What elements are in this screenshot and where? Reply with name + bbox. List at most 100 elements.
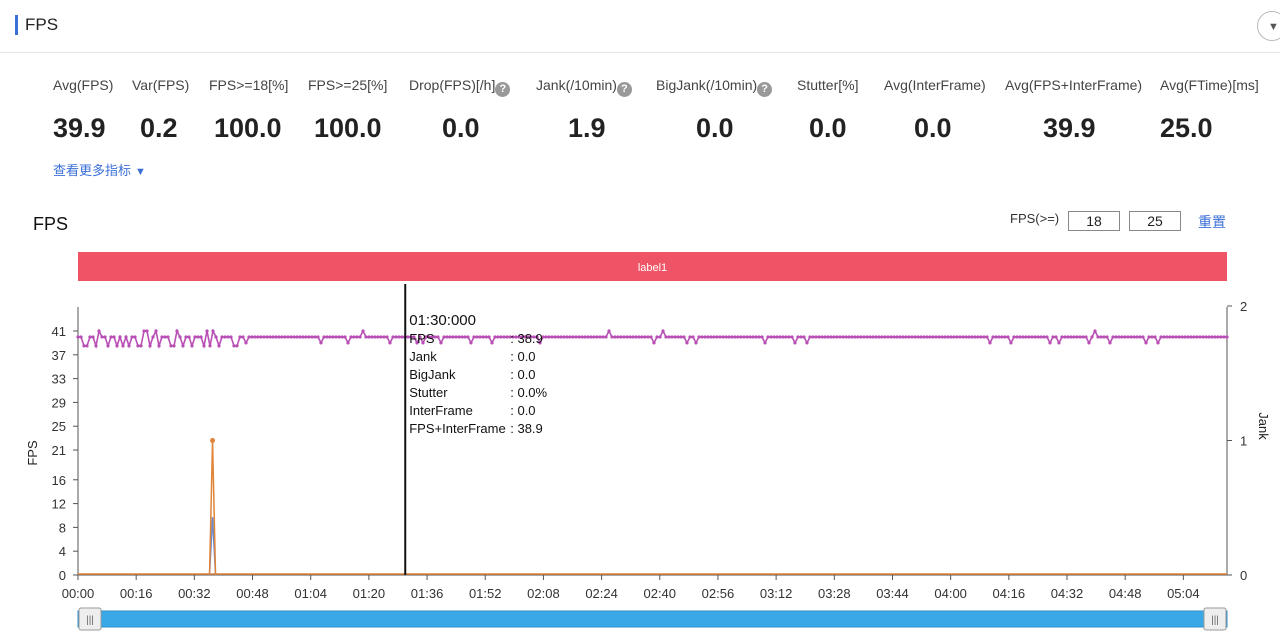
zoom-handle-left[interactable] [78,607,102,631]
fps-point [1141,335,1145,339]
fps-point [229,335,233,339]
fps-point [736,335,740,339]
fps-threshold-high-input[interactable]: 25 [1129,211,1181,231]
help-icon[interactable]: ? [616,82,632,97]
metric-label: Stutter[%] [797,70,858,100]
tooltip-value: : 0.0 [510,403,535,418]
fps-point [187,335,191,339]
metric-value: 39.9 [53,113,106,143]
fps-point [460,335,464,339]
fps-point [1123,335,1127,339]
fps-point [670,335,674,339]
fps-point [934,335,938,339]
fps-point [478,335,482,339]
grip-icon: ||| [86,615,94,626]
fps-point [946,335,950,339]
label-band-text: label1 [638,262,667,274]
fps-point [1018,335,1022,339]
fps-point [778,335,782,339]
fps-point [325,335,329,339]
fps-point [151,335,155,339]
fps-point [523,335,527,339]
fps-point [529,335,533,339]
fps-point [619,335,623,339]
fps-point [1048,341,1052,345]
x-tick-label: 01:20 [353,586,386,601]
fps-point [634,335,638,339]
fps-point [439,341,443,345]
fps-point [775,335,779,339]
fps-point [352,335,356,339]
fps-point [577,335,581,339]
help-icon[interactable]: ? [757,82,773,97]
fps-point [1171,335,1175,339]
metric-4: Drop(FPS)[/h]? 0.0 [409,70,511,143]
fps-point [727,335,731,339]
tooltip-value: : 38.9 [510,331,543,346]
fps-point [559,335,563,339]
fps-chart[interactable]: label10481216212529333741FPS012Jank00:00… [0,245,1280,641]
collapse-button[interactable]: ▼ [1257,11,1280,41]
tooltip-key: InterFrame [409,403,473,418]
fps-point [469,341,473,345]
fps-point [259,335,263,339]
tooltip-time: 01:30:000 [409,312,476,329]
fps-point [436,335,440,339]
metric-value: 39.9 [1043,113,1096,143]
x-tick-label: 02:56 [702,586,735,601]
reset-link[interactable]: 重置 [1198,214,1226,230]
fps-point [901,335,905,339]
y-left-tick-label: 16 [52,473,66,488]
fps-point [154,329,158,333]
fps-point [913,335,917,339]
fps-point [1165,335,1169,339]
help-icon[interactable]: ? [495,82,511,97]
fps-point [871,335,875,339]
zoom-slider-track[interactable] [77,610,1228,628]
fps-point [193,335,197,339]
fps-point [1162,335,1166,339]
more-metrics-link[interactable]: 查看更多指标 ▼ [53,160,146,179]
fps-point [409,335,413,339]
fps-point [157,344,161,348]
fps-point [865,335,869,339]
fps-point [673,335,677,339]
fps-point [1030,335,1034,339]
fps-point [304,335,308,339]
fps-point [592,335,596,339]
fps-point [679,335,683,339]
metric-10: Avg(FTime)[ms] 25.0 [1160,70,1259,143]
x-tick-label: 00:48 [236,586,269,601]
fps-point [748,335,752,339]
fps-point [421,341,425,345]
fps-point [244,341,248,345]
fps-point [1027,335,1031,339]
fps-point [175,329,179,333]
fps-point [718,335,722,339]
metric-label: Avg(FPS+InterFrame) [1005,70,1142,100]
fps-point [742,335,746,339]
fps-point [886,335,890,339]
fps-point [916,335,920,339]
fps-point [1126,335,1130,339]
fps-point [823,335,827,339]
fps-point [1054,335,1058,339]
tooltip-key: BigJank [409,367,456,382]
fps-point [781,335,785,339]
fps-point [448,335,452,339]
fps-point [982,335,986,339]
fps-point [550,335,554,339]
y-left-tick-label: 41 [52,324,66,339]
fps-point [535,335,539,339]
fps-point [364,335,368,339]
x-tick-label: 00:00 [62,586,95,601]
caret-down-icon: ▼ [135,166,146,178]
fps-point [343,335,347,339]
zoom-handle-right[interactable] [1203,607,1227,631]
fps-point [994,335,998,339]
y-right-tick-label: 2 [1240,299,1247,314]
y-left-tick-label: 21 [52,443,66,458]
y-left-tick-label: 29 [52,395,66,410]
fps-threshold-low-input[interactable]: 18 [1068,211,1120,231]
fps-point [814,335,818,339]
